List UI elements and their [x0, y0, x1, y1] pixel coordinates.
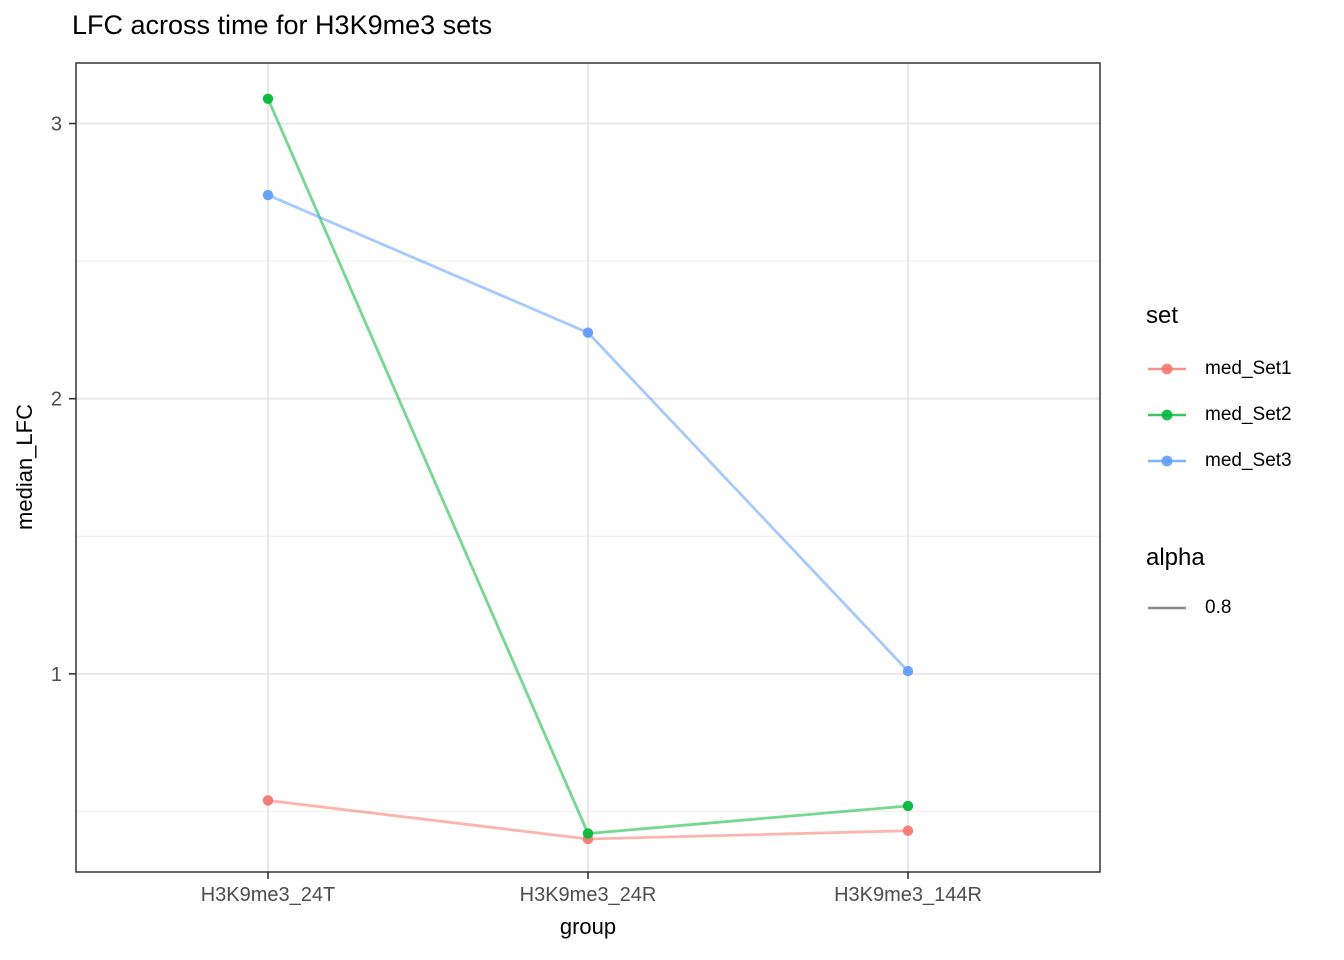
legend-item-med_Set1: med_Set1 — [1146, 346, 1292, 392]
chart-title: LFC across time for H3K9me3 sets — [72, 10, 493, 40]
legend-item-label: med_Set2 — [1205, 404, 1292, 425]
legend-item-med_Set2: med_Set2 — [1146, 392, 1292, 438]
x-tick-label: H3K9me3_24R — [520, 884, 657, 906]
legend-key-line-dot-icon — [1148, 455, 1186, 467]
y-tick-label: 3 — [51, 114, 62, 136]
legend-item-label: med_Set1 — [1205, 358, 1292, 379]
legend-alpha-value: 0.8 — [1205, 597, 1232, 618]
y-tick-label: 1 — [51, 664, 62, 686]
data-point-med_Set3-H3K9me3_24R — [582, 327, 594, 338]
legend-key-alpha-line-icon — [1148, 606, 1186, 610]
legend-item-alpha: 0.8 — [1146, 585, 1231, 631]
legend-alpha-title: alpha — [1146, 544, 1205, 571]
data-point-med_Set1-H3K9me3_144R — [902, 825, 914, 836]
legend-set-items: med_Set1 med_Set2 med_Set3 — [1146, 346, 1292, 484]
legend-item-med_Set3: med_Set3 — [1146, 438, 1292, 484]
data-point-med_Set3-H3K9me3_144R — [902, 665, 914, 677]
legend-key-line-dot-icon — [1148, 409, 1186, 421]
data-point-med_Set2-H3K9me3_144R — [902, 800, 914, 812]
legend-key-line-dot-icon — [1148, 363, 1186, 375]
legend-item-label: med_Set3 — [1205, 450, 1292, 471]
x-tick-label: H3K9me3_24T — [201, 884, 336, 906]
legend-set-title: set — [1146, 302, 1179, 329]
y-tick-label: 2 — [51, 389, 62, 411]
data-point-med_Set1-H3K9me3_24T — [262, 795, 274, 806]
data-point-med_Set2-H3K9me3_24T — [262, 93, 274, 104]
data-point-med_Set3-H3K9me3_24T — [262, 189, 274, 201]
x-axis-title: group — [559, 914, 617, 939]
data-point-med_Set2-H3K9me3_24R — [582, 828, 594, 839]
y-axis-title: median_LFC — [12, 404, 37, 530]
x-tick-label: H3K9me3_144R — [834, 884, 982, 906]
